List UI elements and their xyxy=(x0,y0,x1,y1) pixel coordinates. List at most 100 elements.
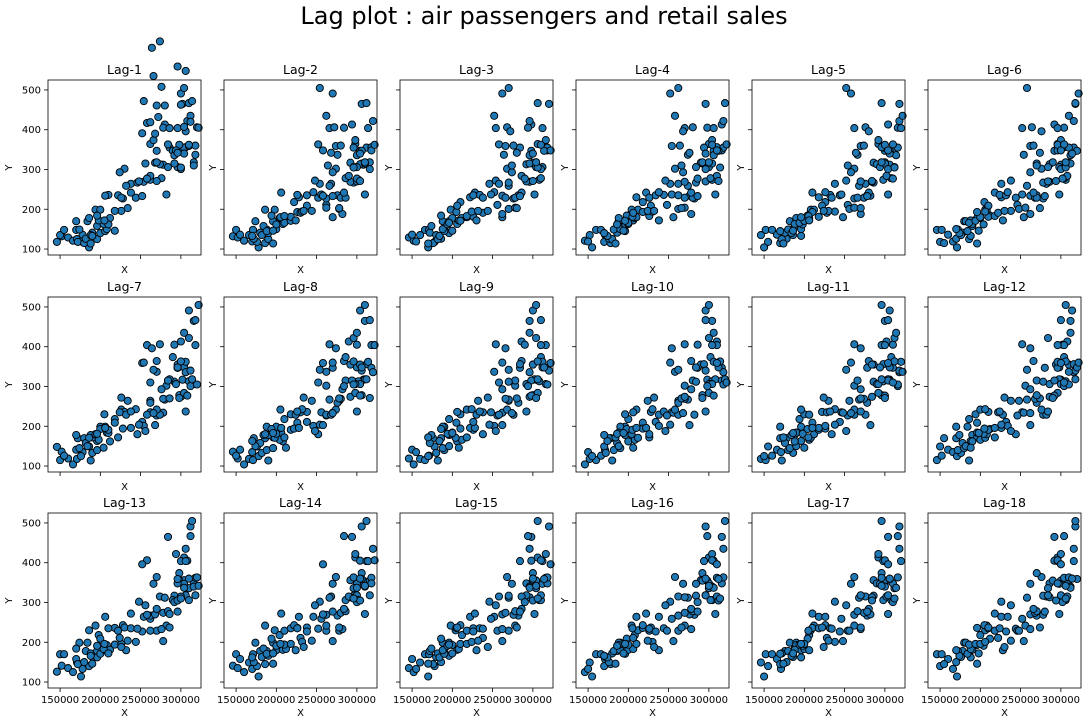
scatter-point xyxy=(360,581,369,590)
scatter-point xyxy=(703,382,712,391)
scatter-point xyxy=(151,129,160,138)
panel-title: Lag-13 xyxy=(103,495,146,510)
scatter-point xyxy=(874,136,883,145)
scatter-point xyxy=(117,193,126,202)
scatter-point xyxy=(776,448,786,457)
scatter-point xyxy=(328,579,337,588)
scatter-point xyxy=(149,365,158,374)
scatter-point xyxy=(877,158,886,167)
scatter-point xyxy=(467,637,476,646)
scatter-point xyxy=(1014,396,1024,405)
scatter-point xyxy=(654,188,663,197)
scatter-point xyxy=(1040,607,1049,616)
y-tick-label: 300 xyxy=(22,598,41,609)
scatter-point xyxy=(712,358,721,368)
axes-frame xyxy=(575,296,730,473)
scatter-point xyxy=(181,557,190,566)
scatter-point xyxy=(528,149,537,158)
scatter-point xyxy=(1053,124,1062,133)
scatter-point xyxy=(424,239,433,248)
scatter-point xyxy=(1006,426,1015,436)
scatter-point xyxy=(642,423,651,432)
scatter-point xyxy=(533,516,542,526)
y-tick-label: 200 xyxy=(22,638,41,649)
scatter-point xyxy=(856,177,865,186)
scatter-point xyxy=(1050,532,1059,541)
y-axis-label: Y xyxy=(208,597,219,605)
scatter-point xyxy=(248,456,258,465)
scatter-point xyxy=(184,596,193,605)
panel-title: Lag-2 xyxy=(283,62,318,77)
scatter-point xyxy=(716,594,725,603)
scatter-point xyxy=(357,522,366,531)
x-axis-label: X xyxy=(649,265,656,276)
y-axis-label: Y xyxy=(560,381,571,389)
scatter-point xyxy=(619,428,628,438)
scatter-point xyxy=(453,201,462,210)
scatter-point xyxy=(485,179,494,188)
scatter-point xyxy=(797,231,806,240)
scatter-point xyxy=(494,179,504,188)
scatter-point xyxy=(884,190,893,199)
scatter-point xyxy=(493,200,502,209)
x-tick-label: 250000 xyxy=(650,695,688,706)
scatter-point xyxy=(448,428,457,438)
scatter-point xyxy=(764,442,773,451)
scatter-point xyxy=(269,444,278,453)
lag-panel: Lag-15 150000 200000 250000 300000 X Y xyxy=(384,495,555,719)
scatter-point xyxy=(679,409,688,418)
scatter-point xyxy=(138,192,147,201)
panel-title: Lag-5 xyxy=(811,62,846,77)
lag-panel: Lag-8 X Y xyxy=(208,279,379,493)
scatter-point xyxy=(830,637,839,646)
scatter-point xyxy=(469,191,478,200)
scatter-point xyxy=(693,607,702,616)
scatter-point xyxy=(654,421,663,430)
scatter-point xyxy=(264,456,273,465)
scatter-point xyxy=(261,205,270,214)
scatter-point xyxy=(1002,627,1011,636)
scatter-point xyxy=(940,660,949,669)
scatter-point xyxy=(805,410,814,419)
y-tick-label: 400 xyxy=(22,342,41,353)
scatter-point xyxy=(501,141,510,151)
scatter-point xyxy=(110,418,119,427)
scatter-point xyxy=(645,624,654,633)
scatter-point xyxy=(472,216,481,225)
scatter-point xyxy=(104,649,113,658)
scatter-point xyxy=(188,516,197,526)
scatter-point xyxy=(494,378,504,387)
scatter-point xyxy=(708,316,717,325)
scatter-point xyxy=(533,594,542,603)
scatter-point xyxy=(1051,596,1061,605)
scatter-point xyxy=(667,614,676,623)
scatter-point xyxy=(1026,344,1035,353)
scatter-point xyxy=(677,161,686,170)
scatter-point xyxy=(638,621,647,630)
scatter-point xyxy=(717,532,726,541)
scatter-point xyxy=(123,396,132,405)
scatter-point xyxy=(176,337,185,346)
scatter-point xyxy=(240,668,249,677)
scatter-point xyxy=(532,581,541,590)
scatter-point xyxy=(1053,579,1062,588)
scatter-point xyxy=(83,638,92,647)
scatter-point xyxy=(877,99,886,108)
scatter-point xyxy=(188,97,197,106)
scatter-point xyxy=(483,206,492,215)
axes-frame xyxy=(223,79,378,256)
scatter-point xyxy=(1055,190,1064,199)
scatter-point xyxy=(890,163,899,172)
x-tick-label: 150000 xyxy=(217,695,255,706)
scatter-point xyxy=(997,179,1006,188)
scatter-point xyxy=(491,601,500,610)
lag-panel: Lag-3 X Y xyxy=(384,62,555,276)
scatter-point xyxy=(1040,363,1049,372)
y-tick-label: 400 xyxy=(22,125,41,136)
scatter-point xyxy=(797,213,806,222)
scatter-point xyxy=(1043,333,1053,343)
scatter-point xyxy=(349,143,358,152)
scatter-point xyxy=(499,150,508,159)
scatter-point xyxy=(1074,358,1083,367)
scatter-point xyxy=(944,230,953,239)
